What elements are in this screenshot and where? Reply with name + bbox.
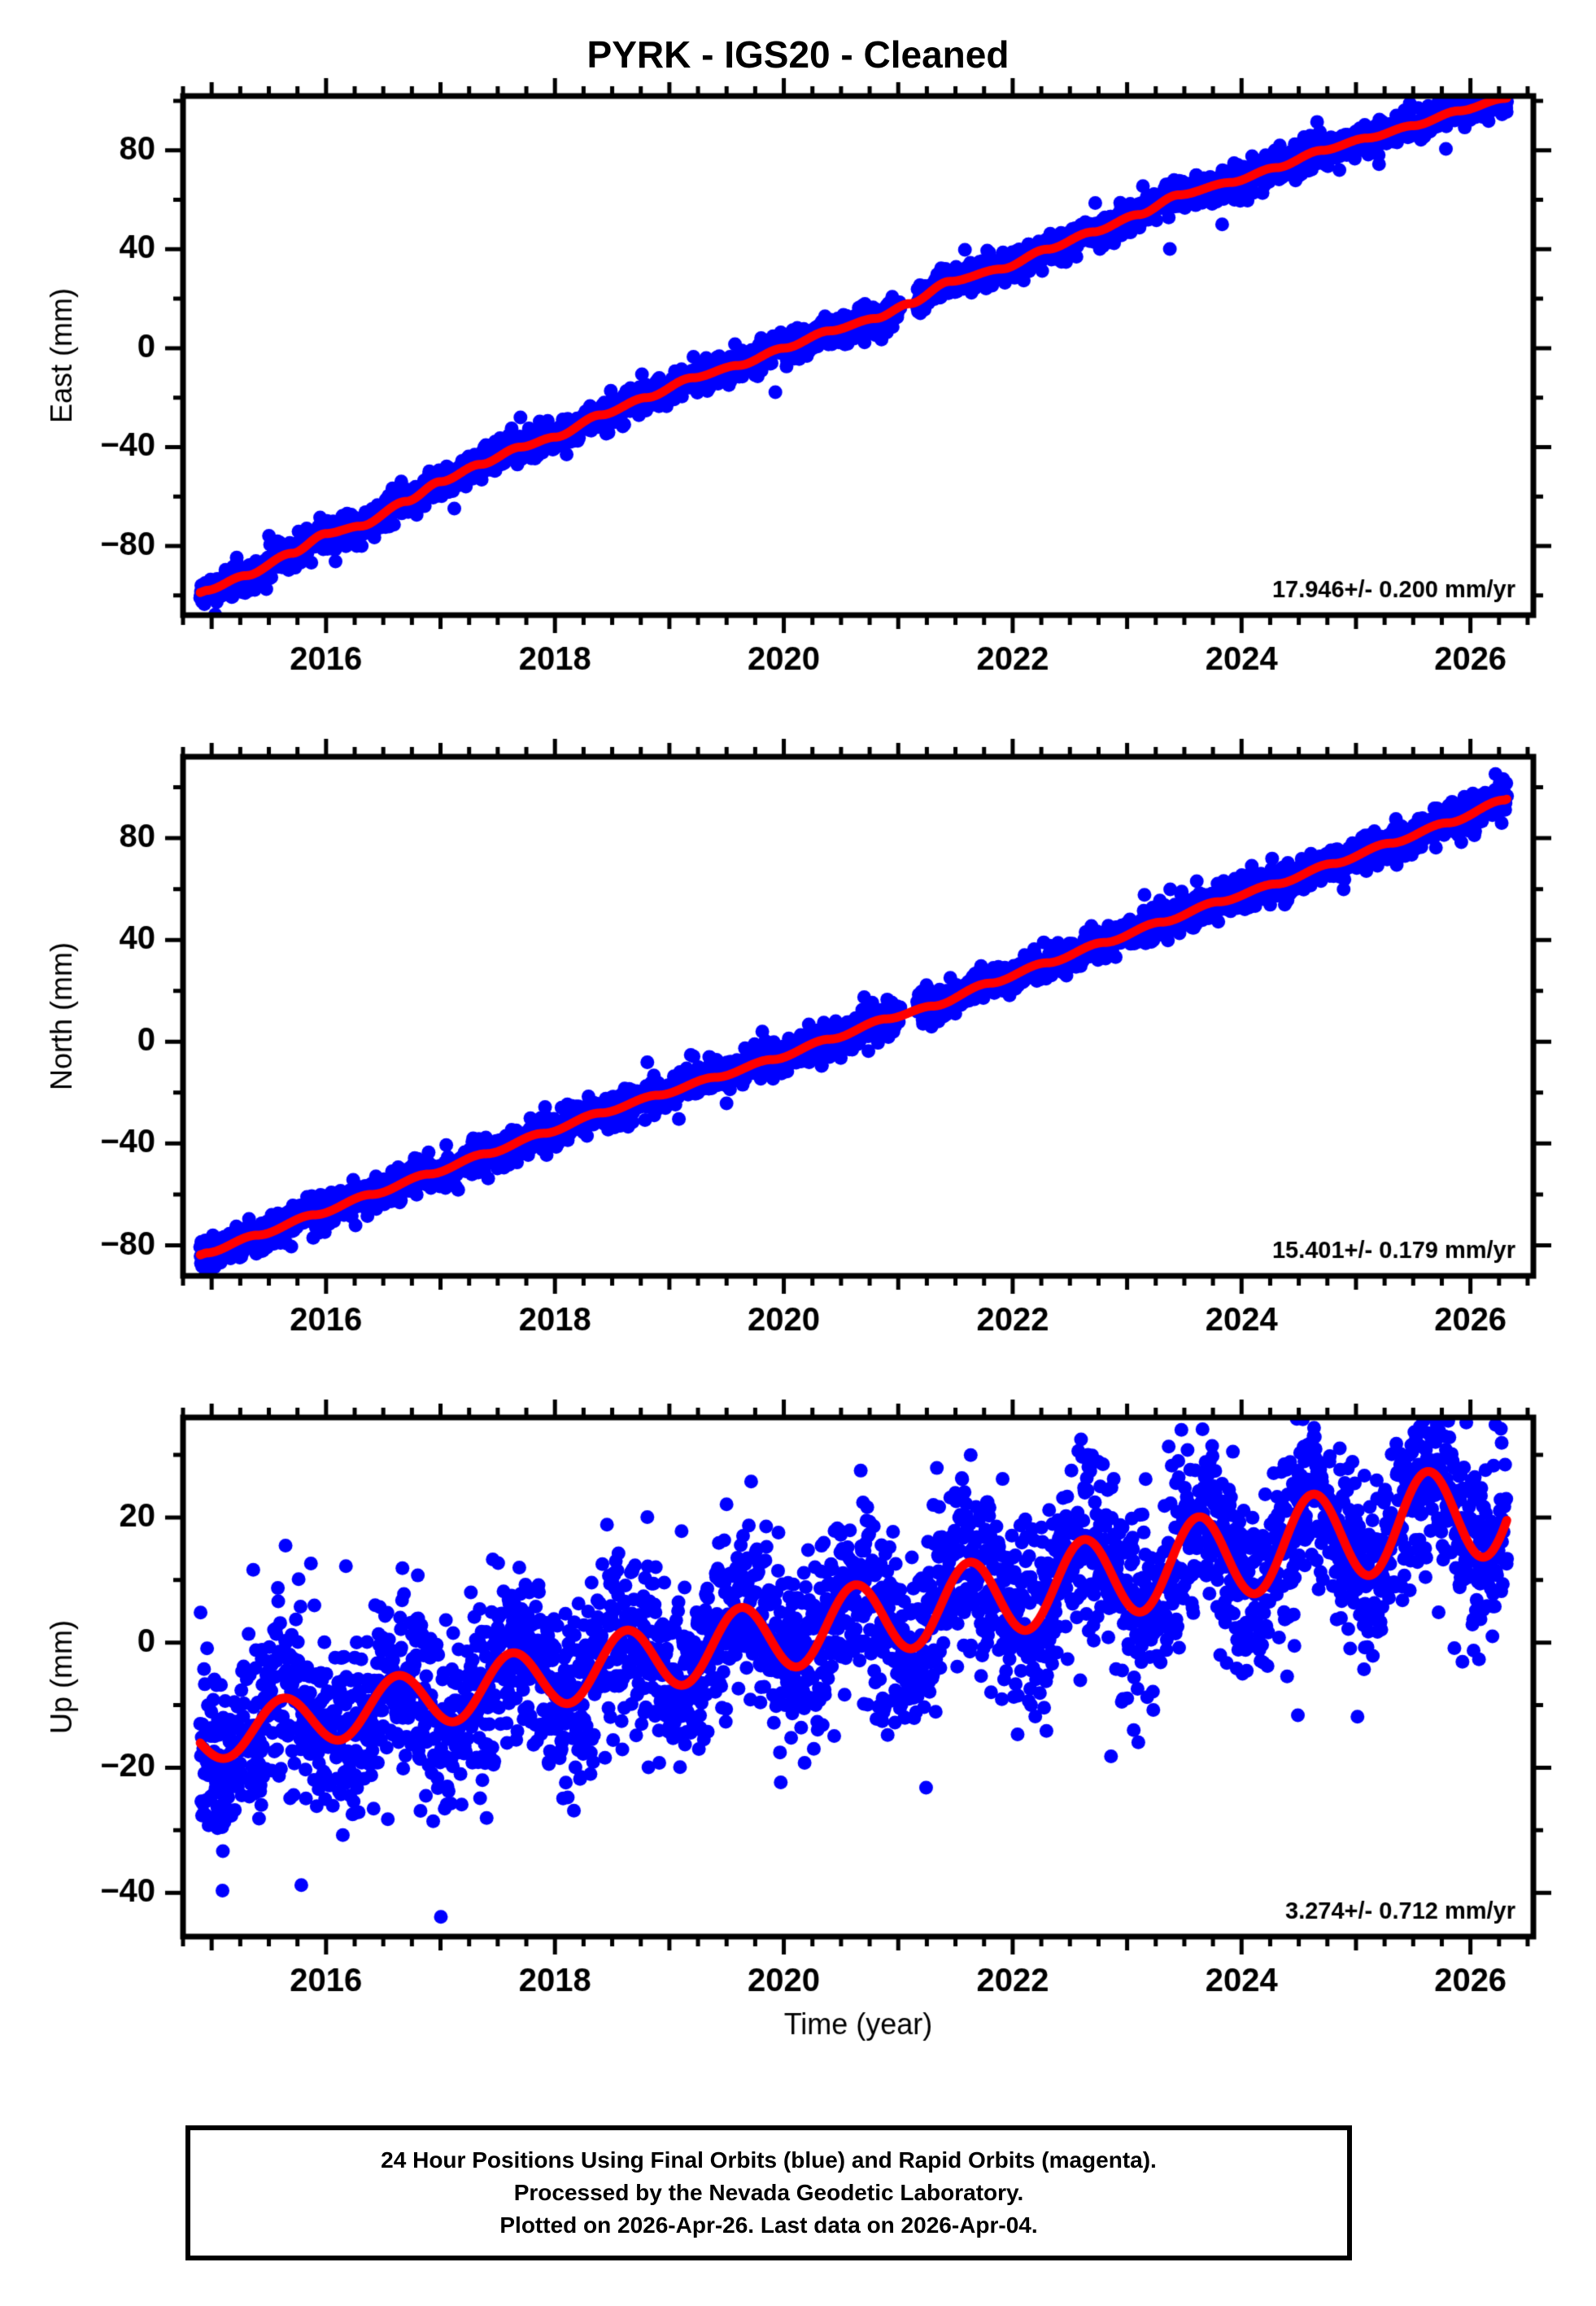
footer-caption-box: 24 Hour Positions Using Final Orbits (bl… — [185, 2125, 1352, 2260]
footer-line-dates: Plotted on 2026-Apr-26. Last data on 202… — [499, 2212, 1038, 2238]
footer-line-orbits: 24 Hour Positions Using Final Orbits (bl… — [381, 2147, 1157, 2173]
page-title: PYRK - IGS20 - Cleaned — [587, 33, 1009, 76]
footer-line-processor: Processed by the Nevada Geodetic Laborat… — [513, 2180, 1024, 2206]
